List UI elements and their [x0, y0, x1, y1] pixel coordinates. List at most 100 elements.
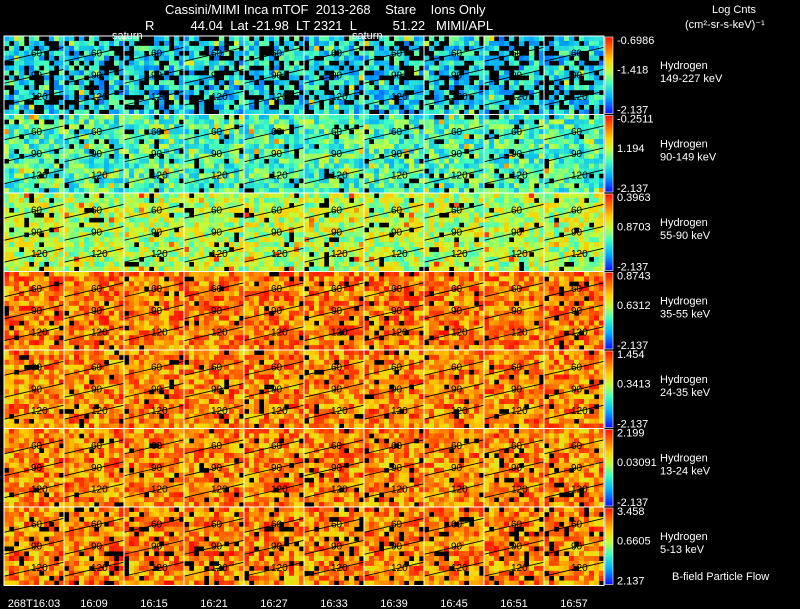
heatmap-cell [84, 129, 90, 135]
heatmap-cell [424, 99, 430, 105]
heatmap-cell [164, 212, 170, 218]
heatmap-cell [509, 197, 515, 204]
heatmap-cell [204, 89, 210, 96]
heatmap-cell [149, 183, 155, 189]
heatmap-cell [594, 80, 600, 86]
heatmap-cell [224, 163, 230, 169]
heatmap-cell [74, 85, 80, 91]
heatmap-cell [259, 237, 265, 243]
heatmap-cell [79, 99, 85, 105]
heatmap-cell [264, 178, 270, 184]
heatmap-cell [389, 183, 395, 189]
pitch-angle-label: 60 [31, 205, 43, 216]
heatmap-cell [429, 188, 435, 194]
heatmap-cell [74, 217, 80, 223]
heatmap-cell [209, 158, 215, 164]
heatmap-cell [299, 80, 305, 86]
heatmap-cell [314, 109, 320, 115]
heatmap-cell [324, 227, 330, 233]
heatmap-cell [549, 197, 555, 204]
heatmap-cell [144, 168, 150, 174]
heatmap-cell [179, 40, 185, 47]
heatmap-cell [449, 193, 455, 199]
heatmap-cell [469, 183, 475, 189]
heatmap-cell [259, 85, 265, 91]
heatmap-cell [109, 80, 115, 86]
heatmap-cell [544, 60, 550, 66]
heatmap-cell [534, 188, 540, 194]
heatmap-cell [309, 202, 315, 209]
heatmap-cell [144, 207, 150, 213]
heatmap-cell [329, 163, 335, 169]
heatmap-cell [199, 153, 205, 159]
heatmap-cell [44, 237, 50, 243]
heatmap-cell [299, 99, 305, 105]
heatmap-cell [564, 89, 570, 96]
heatmap-cell [489, 85, 495, 91]
heatmap-cell [24, 89, 30, 96]
heatmap-cell [449, 119, 455, 125]
heatmap-cell [504, 50, 510, 56]
heatmap-cell [394, 65, 400, 71]
heatmap-cell [29, 40, 35, 47]
heatmap-cell [494, 217, 500, 223]
heatmap-cell [564, 227, 570, 233]
heatmap-cell [219, 45, 225, 52]
heatmap-cell [29, 89, 35, 96]
heatmap-cell [469, 65, 475, 71]
heatmap-cell [349, 148, 355, 155]
heatmap-cell [464, 168, 470, 174]
heatmap-cell [484, 197, 490, 204]
heatmap-cell [294, 256, 300, 262]
heatmap-cell [364, 251, 370, 258]
heatmap-cell [384, 94, 390, 101]
heatmap-cell [79, 104, 85, 110]
pitch-angle-label: 60 [331, 48, 343, 59]
heatmap-cell [364, 163, 370, 169]
heatmap-cell [364, 143, 370, 150]
heatmap-cell [224, 143, 230, 150]
heatmap-cell [484, 173, 490, 179]
heatmap-cell [204, 134, 210, 140]
heatmap-cell [554, 80, 560, 86]
heatmap-cell [439, 193, 445, 199]
heatmap-cell [429, 197, 435, 204]
heatmap-cell [19, 237, 25, 243]
heatmap-cell [274, 217, 280, 223]
heatmap-cell [39, 94, 45, 101]
heatmap-cell [464, 85, 470, 91]
heatmap-cell [544, 246, 550, 253]
pitch-angle-label: 120 [31, 92, 48, 103]
heatmap-cell [369, 202, 375, 209]
heatmap-cell [94, 65, 100, 71]
heatmap-cell [59, 134, 65, 140]
heatmap-cell [199, 178, 205, 184]
heatmap-cell [234, 256, 240, 262]
heatmap-cell [594, 85, 600, 91]
heatmap-cell [44, 178, 50, 184]
heatmap-cell [344, 261, 350, 267]
heatmap-cell [469, 237, 475, 243]
heatmap-cell [9, 104, 15, 110]
heatmap-cell [84, 237, 90, 243]
heatmap-cell [154, 158, 160, 164]
heatmap-cell [444, 197, 450, 204]
heatmap-cell [489, 148, 495, 155]
heatmap-cell [444, 114, 450, 120]
heatmap-cell [84, 173, 90, 179]
heatmap-cell [99, 173, 105, 179]
heatmap-cell [69, 80, 75, 86]
heatmap-cell [304, 168, 310, 174]
heatmap-cell [49, 237, 55, 243]
heatmap-cell [544, 143, 550, 150]
heatmap-cell [454, 104, 460, 110]
heatmap-cell [49, 129, 55, 135]
heatmap-cell [429, 193, 435, 199]
heatmap-cell [194, 197, 200, 204]
heatmap-cell [464, 134, 470, 140]
heatmap-cell [89, 197, 95, 204]
heatmap-cell [304, 261, 310, 267]
heatmap-cell [509, 242, 515, 248]
heatmap-cell [564, 99, 570, 105]
heatmap-cell [489, 119, 495, 125]
